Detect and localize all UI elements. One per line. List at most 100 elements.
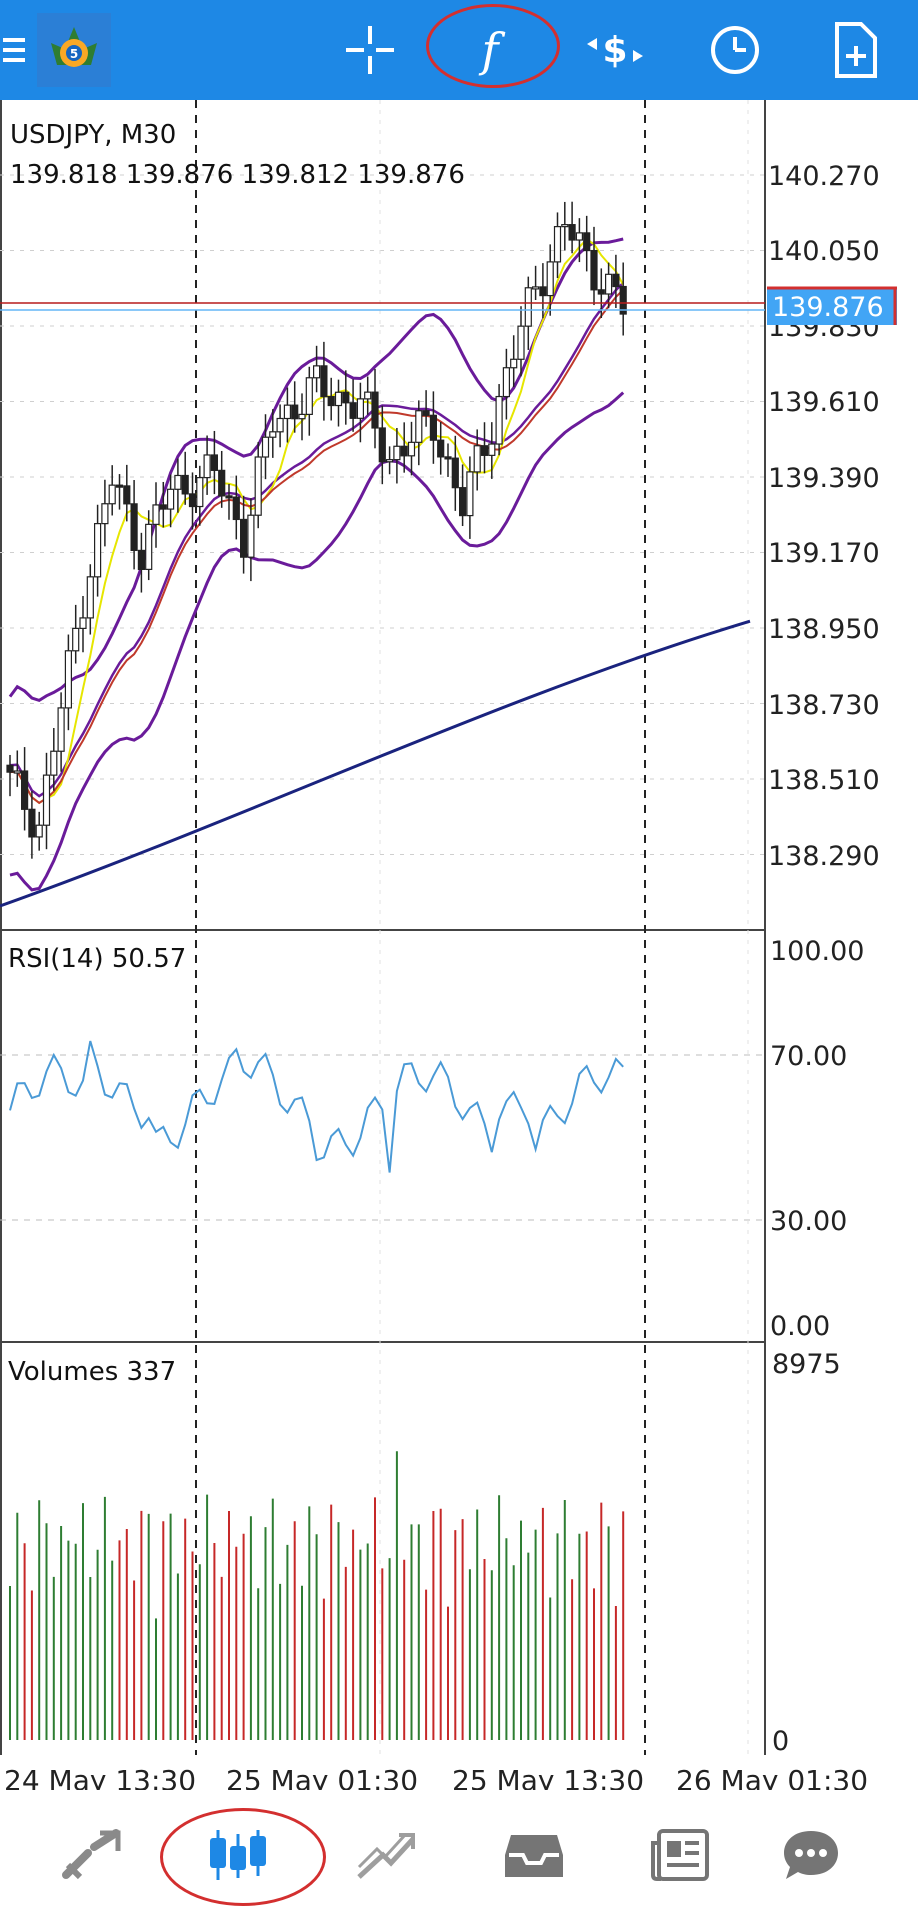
timeframe-clock-icon[interactable] [700,0,770,100]
candle-body [371,391,379,429]
candle [64,634,73,731]
candle-body [612,273,620,288]
period-separators [195,100,646,1755]
candle-body [488,443,496,456]
candle [93,504,102,597]
candle-body [152,504,160,525]
time-tick-label: 25 May 01:30 [226,1764,418,1790]
candle-body [35,824,43,838]
candle-body [247,514,255,558]
volume-tick-label: 8975 [772,1349,841,1380]
candle [371,368,379,449]
moving-averages [0,238,751,908]
candle-body [232,496,240,521]
price-tick-label: 138.730 [768,690,880,721]
candle-body [466,471,474,517]
candle [42,752,51,850]
bottom-navigation [0,1790,918,1920]
candle [79,595,87,653]
candle-body [50,750,58,776]
candle-body [159,504,167,510]
candle-body [459,487,467,517]
candle-body [473,445,481,473]
candle-body [283,404,291,420]
candle-body [240,518,248,558]
candle-body [531,286,540,290]
history-tab-icon[interactable] [459,1790,609,1920]
news-tab-icon[interactable] [605,1790,755,1920]
menu-icon[interactable] [0,0,30,100]
candle [130,480,138,570]
candle-body [429,414,437,441]
candle-body [619,285,627,315]
candle-body [86,576,94,619]
candle [86,564,94,635]
candle-body [101,503,109,525]
candle [13,750,21,787]
candle [159,481,167,528]
candle [422,390,430,427]
rsi-path [9,1040,624,1173]
price-tick-label: 139.610 [768,387,880,418]
candle-body [269,431,277,438]
current-price-badge: 139.876 [767,286,897,325]
candle-body [196,477,204,508]
candle [137,532,145,593]
candle [35,811,43,851]
candle [386,446,394,475]
candle-body [174,474,182,490]
candle [378,405,386,485]
candle-body [575,232,584,241]
candle-body [451,457,459,489]
candle-body [13,770,21,774]
candle [240,495,248,574]
candle [459,464,467,527]
candle-body [167,488,175,510]
bollinger-middle [9,282,625,798]
chat-tab-icon[interactable] [736,1790,886,1920]
candle [619,262,627,336]
candle [115,474,124,510]
candle [188,472,197,530]
new-order-icon[interactable] [820,0,890,100]
rsi-tick-label: 0.00 [770,1311,830,1342]
candle [539,263,547,319]
chart-area[interactable]: 140.270 140.050 139.830 139.610 139.390 … [0,100,918,1797]
candle [218,450,226,508]
candle-body [393,445,401,461]
quotes-tab-icon[interactable] [16,1790,166,1920]
candle [181,451,189,505]
price-tick-label: 138.290 [768,841,880,872]
metatrader-logo[interactable]: 5 [36,0,112,100]
price-axis: 140.270 140.050 139.830 139.610 139.390 … [768,161,880,872]
candle-body [130,503,138,552]
current-price-label: 139.876 [772,292,884,323]
candle-body [79,617,87,629]
candle-body [553,226,562,263]
candle-body [334,391,343,407]
candle [196,465,204,526]
ma-fast-line [9,238,625,805]
candle-body [188,493,197,508]
symbol-title: USDJPY, M30 [10,120,176,150]
candle [320,341,328,421]
trade-tab-icon[interactable] [311,1790,461,1920]
candle [451,435,459,511]
time-tick-label: 25 May 13:30 [452,1764,644,1790]
candle [261,414,270,480]
candle [583,215,591,272]
candle-body [539,286,547,297]
candle [247,498,255,582]
candle-body [415,410,423,443]
candle [334,379,343,427]
candle [480,422,489,474]
price-lines [0,302,765,311]
price-tick-label: 139.390 [768,463,880,494]
price-chart[interactable]: 140.270 140.050 139.830 139.610 139.390 … [0,100,918,1797]
candle [393,427,401,484]
crosshair-icon[interactable] [340,0,400,100]
candle [524,276,532,350]
symbol-dollar-icon[interactable]: $ [575,0,655,100]
rsi-tick-label: 100.00 [770,936,864,967]
candle-body [320,365,328,398]
